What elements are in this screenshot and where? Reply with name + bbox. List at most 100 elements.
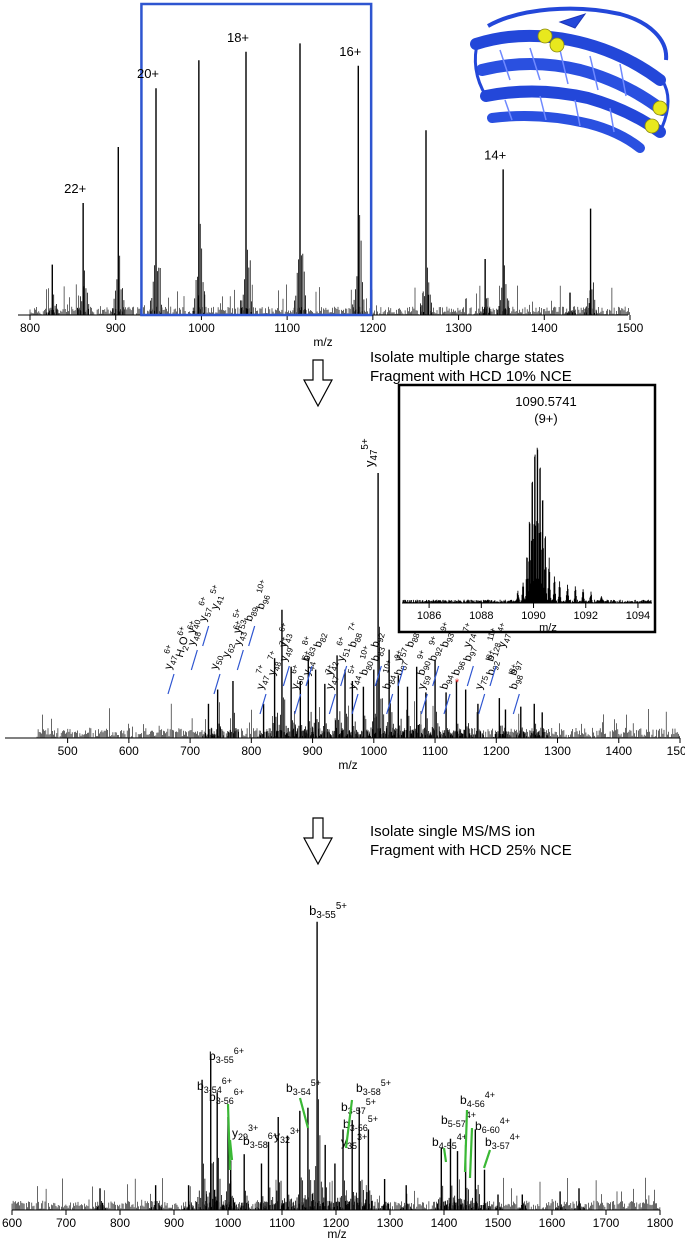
assignment-line [298, 1097, 310, 1129]
ms3-x-axis-label: m/z [327, 1227, 346, 1241]
ion-label: b988+ [504, 663, 528, 692]
isolation-window-box [140, 2, 373, 317]
assignment-line [351, 693, 359, 715]
ion-label: b9610+ [251, 578, 276, 611]
x-tick-label: 800 [241, 744, 261, 758]
ion-label: y323+ [274, 1126, 300, 1145]
ms1-peaks [46, 43, 597, 315]
ion-label: b3-565+ [343, 1114, 378, 1133]
x-tick-label: 1094 [626, 610, 650, 622]
assignment-line [432, 665, 440, 687]
x-tick-label: 700 [56, 1216, 76, 1230]
x-tick-label: 500 [58, 744, 78, 758]
ion-label: b3-546+ [197, 1076, 232, 1095]
x-tick-label: 1200 [360, 321, 387, 335]
assignment-line [442, 1147, 448, 1163]
x-tick-label: 1100 [274, 321, 300, 335]
ion-label: y57 [392, 645, 409, 663]
inset-peak-charge: (9+) [534, 411, 557, 426]
step2-caption-line2: Fragment with HCD 25% NCE [370, 842, 572, 859]
x-tick-label: 1800 [647, 1216, 674, 1230]
assignment-line [397, 665, 405, 687]
x-tick-label: 1088 [469, 610, 493, 622]
ion-label: b94 [438, 672, 456, 691]
ms3-ticks: 600 700 800 900 1000 1100 1200 1300 1400 1500 1600… [2, 1210, 674, 1230]
ion-label: b12811+ [480, 626, 506, 663]
x-tick-label: 1200 [323, 1216, 350, 1230]
ion-label: y62 [220, 641, 237, 659]
charge-state-label: 14+ [484, 147, 506, 162]
x-tick-label: 1400 [531, 321, 558, 335]
step1-caption-line2: Fragment with HCD 10% NCE [370, 368, 572, 385]
ion-label: b96 [450, 658, 468, 677]
ion-label: b83 [370, 644, 388, 663]
inset-ticks: 1086 1088 1090 1092 1094 [417, 603, 650, 622]
ion-label: H2O6+ [170, 625, 195, 659]
ion-label: b88 [404, 630, 422, 649]
charge-state-label: 16+ [339, 44, 361, 59]
x-tick-label: 1300 [544, 744, 571, 758]
charge-state-label: 18+ [227, 30, 249, 45]
assignment-line [443, 693, 451, 715]
x-tick-label: 600 [2, 1216, 22, 1230]
ion-label: y436+ [273, 621, 297, 649]
ms2-ticks: 500 600 700 800 900 1000 1100 1200 1300 1400 1500 [58, 738, 685, 758]
ion-label: y486+ [182, 619, 206, 647]
ion-label: y477+ [250, 663, 274, 691]
ms1-charge-labels: 22+ 20+ 18+ 16+ 14+ [64, 30, 506, 196]
ion-label: b4-554+ [432, 1132, 467, 1151]
assignment-line [294, 693, 302, 715]
assignment-line [466, 665, 474, 687]
ion-label: y293+ [232, 1123, 258, 1142]
ion-label: y353+ [341, 1132, 367, 1151]
assignment-line [328, 693, 336, 715]
protein-structure-image [470, 6, 670, 153]
assignment-line [282, 665, 290, 687]
x-tick-label: 1400 [605, 744, 632, 758]
x-tick-label: 1600 [539, 1216, 566, 1230]
assignment-line [374, 665, 382, 687]
assignment-line [259, 693, 267, 715]
x-tick-label: 1400 [431, 1216, 458, 1230]
ion-label: b939+ [435, 621, 459, 650]
x-tick-label: 1000 [360, 744, 387, 758]
assignment-line [463, 1109, 469, 1173]
ms3-peaks [95, 921, 585, 1210]
x-tick-label: 1300 [377, 1216, 404, 1230]
assignment-line [478, 693, 486, 715]
ms1-x-axis-label: m/z [313, 335, 332, 349]
assignment-line [190, 649, 198, 671]
ion-label: b3-574+ [485, 1132, 520, 1151]
x-tick-label: 900 [164, 1216, 184, 1230]
ion-label: y59 [416, 673, 433, 691]
x-tick-label: 1200 [483, 744, 510, 758]
ion-label: y487+ [262, 649, 286, 677]
ion-label: y75 [473, 673, 490, 691]
assignment-line [202, 625, 210, 647]
x-tick-label: 900 [106, 321, 126, 335]
ion-label: y747+ [457, 621, 481, 649]
ion-label: y475+ [360, 438, 380, 467]
ms1-panel: 800 900 1000 1100 1200 1300 1400 1500 m/z 22+ 20… [18, 2, 670, 349]
x-tick-label: 1100 [269, 1216, 295, 1230]
ion-label: b879+ [389, 649, 413, 678]
assignment-line [248, 625, 256, 647]
x-tick-label: 1090 [521, 610, 545, 622]
x-tick-label: 800 [110, 1216, 130, 1230]
ion-label: b89 [243, 604, 261, 623]
assignment-line [305, 665, 313, 687]
x-tick-label: 1700 [593, 1216, 620, 1230]
x-tick-label: 1092 [573, 610, 597, 622]
ms2-x-axis-label: m/z [338, 758, 357, 772]
ms2-peaks [202, 472, 549, 738]
ion-label: y516+ [331, 635, 355, 663]
assignment-line [482, 1149, 492, 1169]
precursor-inset: 1086 1088 1090 1092 1094 m/z 1090.5741 (9+) [397, 383, 657, 634]
ion-label: b928+ [481, 649, 505, 678]
x-tick-label: 700 [180, 744, 200, 758]
ion-label: b3-575+ [341, 1097, 376, 1116]
x-tick-label: 900 [303, 744, 323, 758]
ion-label: b97 [507, 658, 525, 677]
ion-label: b97 [462, 644, 480, 663]
